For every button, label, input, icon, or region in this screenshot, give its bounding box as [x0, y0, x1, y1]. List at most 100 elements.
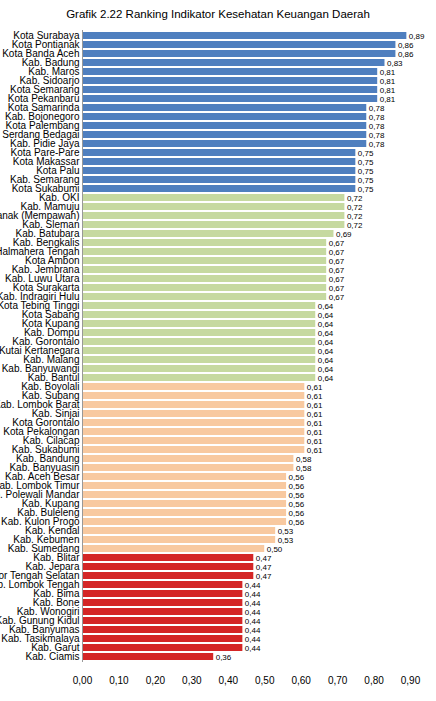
svg-text:0,44: 0,44	[245, 581, 261, 590]
svg-text:0,20: 0,20	[146, 675, 166, 686]
svg-text:Kota Pare-Pare: Kota Pare-Pare	[10, 147, 80, 159]
svg-text:0,70: 0,70	[328, 675, 348, 686]
svg-text:0,56: 0,56	[289, 491, 305, 500]
svg-text:0,47: 0,47	[256, 572, 272, 581]
svg-text:0,89: 0,89	[409, 32, 425, 41]
svg-text:0,64: 0,64	[318, 356, 334, 365]
svg-text:0,61: 0,61	[307, 428, 323, 437]
svg-text:0,78: 0,78	[369, 131, 385, 140]
svg-text:0,36: 0,36	[216, 653, 232, 662]
svg-text:Kota Semarang: Kota Semarang	[10, 84, 80, 96]
svg-text:0,67: 0,67	[329, 293, 345, 302]
svg-text:0,67: 0,67	[329, 248, 345, 257]
svg-text:0,53: 0,53	[278, 527, 294, 536]
svg-text:0,58: 0,58	[296, 455, 312, 464]
svg-text:0,64: 0,64	[318, 347, 334, 356]
svg-text:0,44: 0,44	[245, 599, 261, 608]
svg-text:0,53: 0,53	[278, 536, 294, 545]
svg-text:0,64: 0,64	[318, 374, 334, 383]
svg-text:0,50: 0,50	[267, 545, 283, 554]
svg-text:0,61: 0,61	[307, 419, 323, 428]
svg-text:0,60: 0,60	[291, 675, 311, 686]
svg-text:0,78: 0,78	[369, 140, 385, 149]
svg-text:0,75: 0,75	[358, 158, 374, 167]
svg-text:0,86: 0,86	[398, 41, 414, 50]
svg-text:0,56: 0,56	[289, 482, 305, 491]
svg-text:0,64: 0,64	[318, 320, 334, 329]
svg-text:Kota Pekanbaru: Kota Pekanbaru	[7, 93, 80, 105]
svg-text:0,67: 0,67	[329, 266, 345, 275]
svg-text:0,67: 0,67	[329, 275, 345, 284]
svg-text:0,83: 0,83	[387, 59, 403, 68]
svg-text:0,67: 0,67	[329, 239, 345, 248]
svg-text:0,30: 0,30	[182, 675, 202, 686]
svg-text:Kota Samarinda: Kota Samarinda	[7, 102, 80, 114]
svg-text:Kab. Bojonegoro: Kab. Bojonegoro	[5, 111, 80, 123]
svg-text:Kota Sukabumi: Kota Sukabumi	[11, 183, 80, 195]
svg-text:0,61: 0,61	[307, 410, 323, 419]
svg-text:0,75: 0,75	[358, 185, 374, 194]
svg-text:0,47: 0,47	[256, 554, 272, 563]
svg-text:0,81: 0,81	[380, 77, 396, 86]
svg-text:0,72: 0,72	[347, 212, 363, 221]
svg-text:0,78: 0,78	[369, 104, 385, 113]
svg-text:0,44: 0,44	[245, 644, 261, 653]
svg-text:0,64: 0,64	[318, 311, 334, 320]
svg-text:0,81: 0,81	[380, 95, 396, 104]
html-text:Grafik 2.22 Ranking Indikator: Grafik 2.22 Ranking Indikator Kesehatan …	[66, 8, 370, 20]
svg-text:0,61: 0,61	[307, 401, 323, 410]
svg-text:Kota Palembang: Kota Palembang	[5, 120, 80, 132]
svg-text:0,47: 0,47	[256, 563, 272, 572]
svg-text:0,69: 0,69	[336, 230, 352, 239]
svg-text:0,44: 0,44	[245, 608, 261, 617]
svg-text:Kab. Pidie Jaya: Kab. Pidie Jaya	[10, 138, 80, 150]
svg-text:0,81: 0,81	[380, 86, 396, 95]
svg-text:0,80: 0,80	[364, 675, 384, 686]
svg-text:0,44: 0,44	[245, 635, 261, 644]
svg-text:0,61: 0,61	[307, 392, 323, 401]
svg-text:Kab. Maros: Kab. Maros	[28, 66, 80, 78]
svg-text:0,44: 0,44	[245, 590, 261, 599]
svg-text:0,61: 0,61	[307, 383, 323, 392]
svg-text:0,50: 0,50	[255, 675, 275, 686]
svg-text:0,64: 0,64	[318, 302, 334, 311]
svg-text:0,75: 0,75	[358, 149, 374, 158]
svg-text:0,78: 0,78	[369, 122, 385, 131]
svg-text:0,56: 0,56	[289, 500, 305, 509]
svg-text:0,56: 0,56	[289, 509, 305, 518]
svg-text:0,58: 0,58	[296, 464, 312, 473]
svg-text:0,81: 0,81	[380, 68, 396, 77]
svg-text:0,56: 0,56	[289, 473, 305, 482]
svg-text:0,64: 0,64	[318, 329, 334, 338]
svg-text:Kab. Semarang: Kab. Semarang	[10, 174, 80, 186]
svg-text:0,61: 0,61	[307, 437, 323, 446]
svg-text:0,72: 0,72	[347, 221, 363, 230]
svg-text:Kota Palu: Kota Palu	[36, 165, 80, 177]
svg-text:0,61: 0,61	[307, 446, 323, 455]
svg-text:0,78: 0,78	[369, 113, 385, 122]
svg-text:Kab. Sidoarjo: Kab. Sidoarjo	[19, 75, 80, 87]
svg-text:0,75: 0,75	[358, 167, 374, 176]
svg-text:0,90: 0,90	[401, 675, 421, 686]
svg-text:Kota Surabaya: Kota Surabaya	[13, 30, 80, 42]
svg-text:0,40: 0,40	[219, 675, 239, 686]
svg-text:0,67: 0,67	[329, 257, 345, 266]
svg-text:0,44: 0,44	[245, 617, 261, 626]
svg-text:0,10: 0,10	[109, 675, 129, 686]
svg-text:0,86: 0,86	[398, 50, 414, 59]
svg-text:0,56: 0,56	[289, 518, 305, 527]
svg-text:Kota Makassar: Kota Makassar	[12, 156, 80, 168]
svg-text:Kota Banda Aceh: Kota Banda Aceh	[2, 48, 80, 60]
svg-text:0,00: 0,00	[73, 675, 93, 686]
svg-text:0,64: 0,64	[318, 338, 334, 347]
svg-text:Kota Pontianak: Kota Pontianak	[11, 39, 80, 51]
svg-text:Kab. Ciamis: Kab. Ciamis	[26, 651, 80, 662]
svg-text:0,72: 0,72	[347, 203, 363, 212]
svg-text:0,44: 0,44	[245, 626, 261, 635]
svg-text:Kab. OKI: Kab. OKI	[38, 192, 80, 204]
svg-text:Kab. Badung: Kab. Badung	[21, 57, 80, 69]
svg-text:0,64: 0,64	[318, 365, 334, 374]
svg-text:0,72: 0,72	[347, 194, 363, 203]
svg-text:0,75: 0,75	[358, 176, 374, 185]
svg-text:0,67: 0,67	[329, 284, 345, 293]
